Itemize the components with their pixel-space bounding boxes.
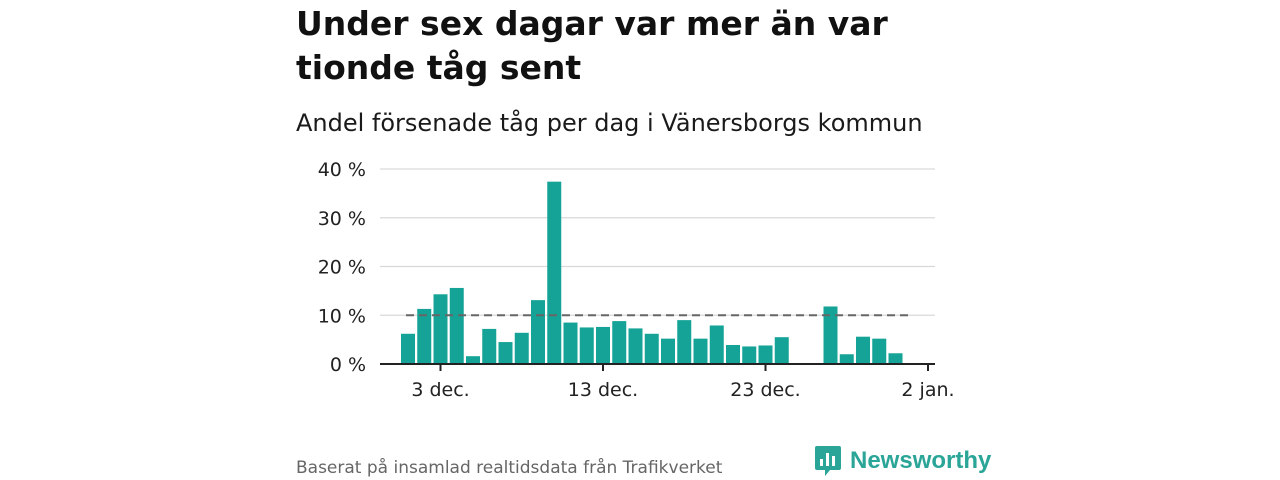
newsworthy-logo-icon [815, 446, 841, 476]
y-tick-label: 40 % [318, 159, 366, 181]
bar [563, 322, 578, 364]
bar [758, 345, 773, 364]
bar [579, 327, 594, 364]
bar [531, 300, 545, 364]
bar [466, 356, 480, 364]
bar [612, 321, 627, 364]
bar [774, 337, 789, 364]
bar [514, 332, 529, 364]
bar-chart: 0 % 10 % 20 % 30 % 40 % 3 dec. 13 dec. 23 dec. 2… [318, 159, 955, 401]
bar [693, 338, 708, 364]
bar [856, 336, 870, 364]
bar [661, 338, 675, 364]
bar [677, 320, 692, 364]
bar [482, 328, 497, 364]
x-tick-label: 2 jan. [901, 379, 954, 401]
bar [709, 325, 724, 364]
bar [872, 338, 887, 364]
bar [726, 344, 740, 364]
bar [742, 346, 757, 364]
brand-name: Newsworthy [850, 447, 992, 474]
bar [417, 308, 432, 364]
bar [888, 353, 903, 364]
bar [596, 326, 610, 364]
bar [498, 342, 513, 364]
y-tick-label: 30 % [318, 208, 366, 230]
bar [628, 328, 643, 364]
x-tick-label: 13 dec. [568, 379, 638, 401]
chart-subtitle: Andel försenade tåg per dag i Vänersborg… [296, 109, 923, 137]
x-tick-label: 23 dec. [730, 379, 800, 401]
y-tick-label: 20 % [318, 257, 366, 279]
brand-logo: Newsworthy [814, 444, 991, 478]
x-tick-label: 3 dec. [411, 379, 469, 401]
source-caption: Baserat på insamlad realtidsdata från Tr… [296, 458, 723, 478]
y-tick-label: 10 % [318, 305, 366, 327]
bar [823, 306, 838, 364]
y-tick-label: 0 % [330, 354, 366, 376]
bar [644, 333, 659, 364]
bar [433, 294, 448, 364]
bar [839, 354, 854, 364]
chart-title: Under sex dagar var mer än var tionde tå… [296, 4, 888, 87]
bar [449, 287, 464, 364]
bar [401, 333, 415, 364]
bar [547, 181, 562, 364]
